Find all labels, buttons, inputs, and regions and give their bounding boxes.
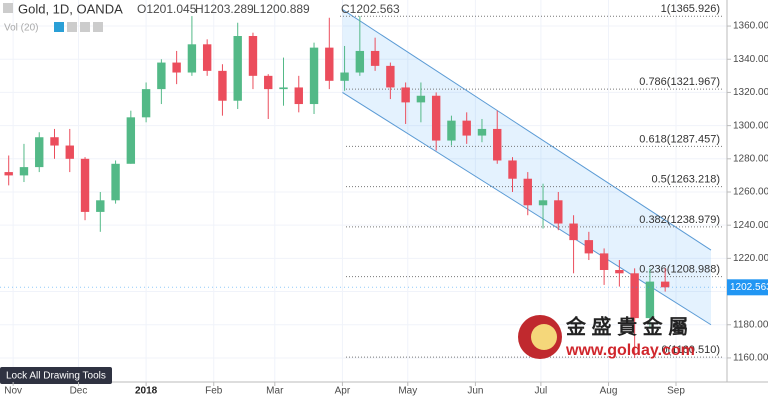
x-tick-label: Apr	[335, 386, 351, 397]
candle-body	[80, 158, 90, 212]
candle-body	[294, 87, 303, 105]
candle-body	[172, 62, 181, 73]
x-tick-label: Nov	[4, 386, 22, 397]
watermark-url: www.golday.com	[565, 342, 695, 359]
x-tick-label: Dec	[70, 386, 88, 397]
fib-label: 1(1365.926)	[661, 3, 720, 15]
fib-label: 0.618(1287.457)	[639, 133, 720, 145]
ohlc-low: L1200.889	[253, 2, 310, 16]
y-tick-label: 1260.000	[733, 187, 768, 198]
channel-fill	[342, 9, 711, 325]
y-tick-label: 1320.000	[733, 87, 768, 98]
plot: 1(1365.926) 0.786(1321.967) 0.618(1287.457…	[0, 3, 727, 358]
candle-body	[401, 87, 410, 103]
candle-body	[65, 145, 74, 159]
candle-body	[19, 167, 29, 176]
y-tick-label: 1220.000	[733, 253, 768, 264]
last-price-label: 1202.563	[730, 282, 768, 293]
candle-body	[218, 70, 227, 101]
candle-body	[645, 281, 655, 319]
candle-body	[462, 120, 471, 136]
settings-button[interactable]	[67, 22, 77, 32]
y-tick-label: 1180.000	[733, 319, 768, 330]
channel-line	[342, 9, 712, 251]
y-tick-label: 1160.000	[733, 353, 768, 364]
candle-body	[111, 163, 120, 201]
ohlc-high: H1203.289	[195, 2, 254, 16]
fib-label: 0.5(1263.218)	[652, 174, 721, 186]
candle-body	[370, 50, 380, 66]
close-button[interactable]	[80, 22, 90, 32]
eye-button[interactable]	[54, 22, 64, 32]
tooltip: Lock All Drawing Tools	[6, 371, 106, 382]
candle-body	[584, 240, 594, 254]
x-tick-label: Feb	[205, 386, 223, 397]
volume-label: Vol (20)	[4, 23, 38, 34]
ohlc-open: O1201.045	[137, 2, 197, 16]
candle-body	[386, 65, 395, 88]
watermark: 金 盛 貴 金 屬 www.golday.com	[518, 314, 695, 359]
last-price-box	[727, 279, 768, 296]
candle-body	[248, 36, 258, 76]
x-tick-label: Mar	[266, 386, 284, 397]
candle-body	[233, 36, 242, 101]
x-tick-label: Jul	[535, 386, 548, 397]
x-tick-label: 2018	[135, 386, 158, 397]
fib-label: 0.236(1208.988)	[639, 264, 720, 276]
candle-body	[325, 47, 334, 81]
candle-body	[157, 62, 166, 90]
candle-body	[599, 253, 609, 270]
candle-body	[477, 128, 487, 136]
y-tick-label: 1240.000	[733, 220, 768, 231]
fib-label: 0.786(1321.967)	[639, 76, 720, 88]
x-tick-label: Aug	[600, 386, 618, 397]
x-tick-label: Jun	[467, 386, 483, 397]
watermark-name: 金 盛 貴 金 屬	[565, 314, 688, 338]
fib-label: 0.382(1238.979)	[639, 214, 720, 226]
symbol: Gold, 1D, OANDA	[18, 1, 123, 16]
candle-body	[309, 47, 319, 105]
ohlc-close: C1202.563	[341, 2, 400, 16]
more-button[interactable]	[93, 22, 103, 32]
candle-body	[508, 160, 517, 179]
candle-body	[660, 281, 670, 288]
fib-label: 0(1160.510)	[661, 344, 720, 356]
candle-body	[187, 44, 197, 73]
candle-body	[126, 117, 136, 164]
candle-body	[416, 95, 426, 103]
candle-body	[202, 44, 212, 71]
candle-body	[615, 269, 624, 274]
candle-body	[96, 200, 105, 212]
candle-body	[50, 137, 59, 146]
candle-body	[493, 128, 502, 161]
y-tick-label: 1280.000	[733, 153, 768, 164]
candle-body	[447, 120, 456, 141]
logo-inner	[531, 324, 557, 350]
x-tick-label: May	[398, 386, 417, 397]
candle-body	[35, 137, 44, 168]
candle-body	[538, 200, 548, 206]
candle-body	[431, 95, 441, 141]
candle-body	[355, 50, 365, 73]
candle-body	[630, 273, 639, 319]
candle-body	[4, 172, 13, 176]
tooltip-box	[0, 367, 112, 384]
symbol-icon[interactable]	[3, 3, 13, 13]
candle-body	[340, 72, 349, 81]
candle-body	[279, 87, 288, 90]
y-tick-label: 1300.000	[733, 120, 768, 131]
y-tick-label: 1340.000	[733, 54, 768, 65]
candle-body	[554, 200, 563, 224]
candle-body	[523, 178, 532, 206]
y-tick-label: 1360.000	[733, 21, 768, 32]
x-tick-label: Sep	[667, 386, 685, 397]
candle-body	[141, 89, 151, 118]
candle-body	[264, 75, 273, 90]
candle-body	[569, 223, 578, 241]
